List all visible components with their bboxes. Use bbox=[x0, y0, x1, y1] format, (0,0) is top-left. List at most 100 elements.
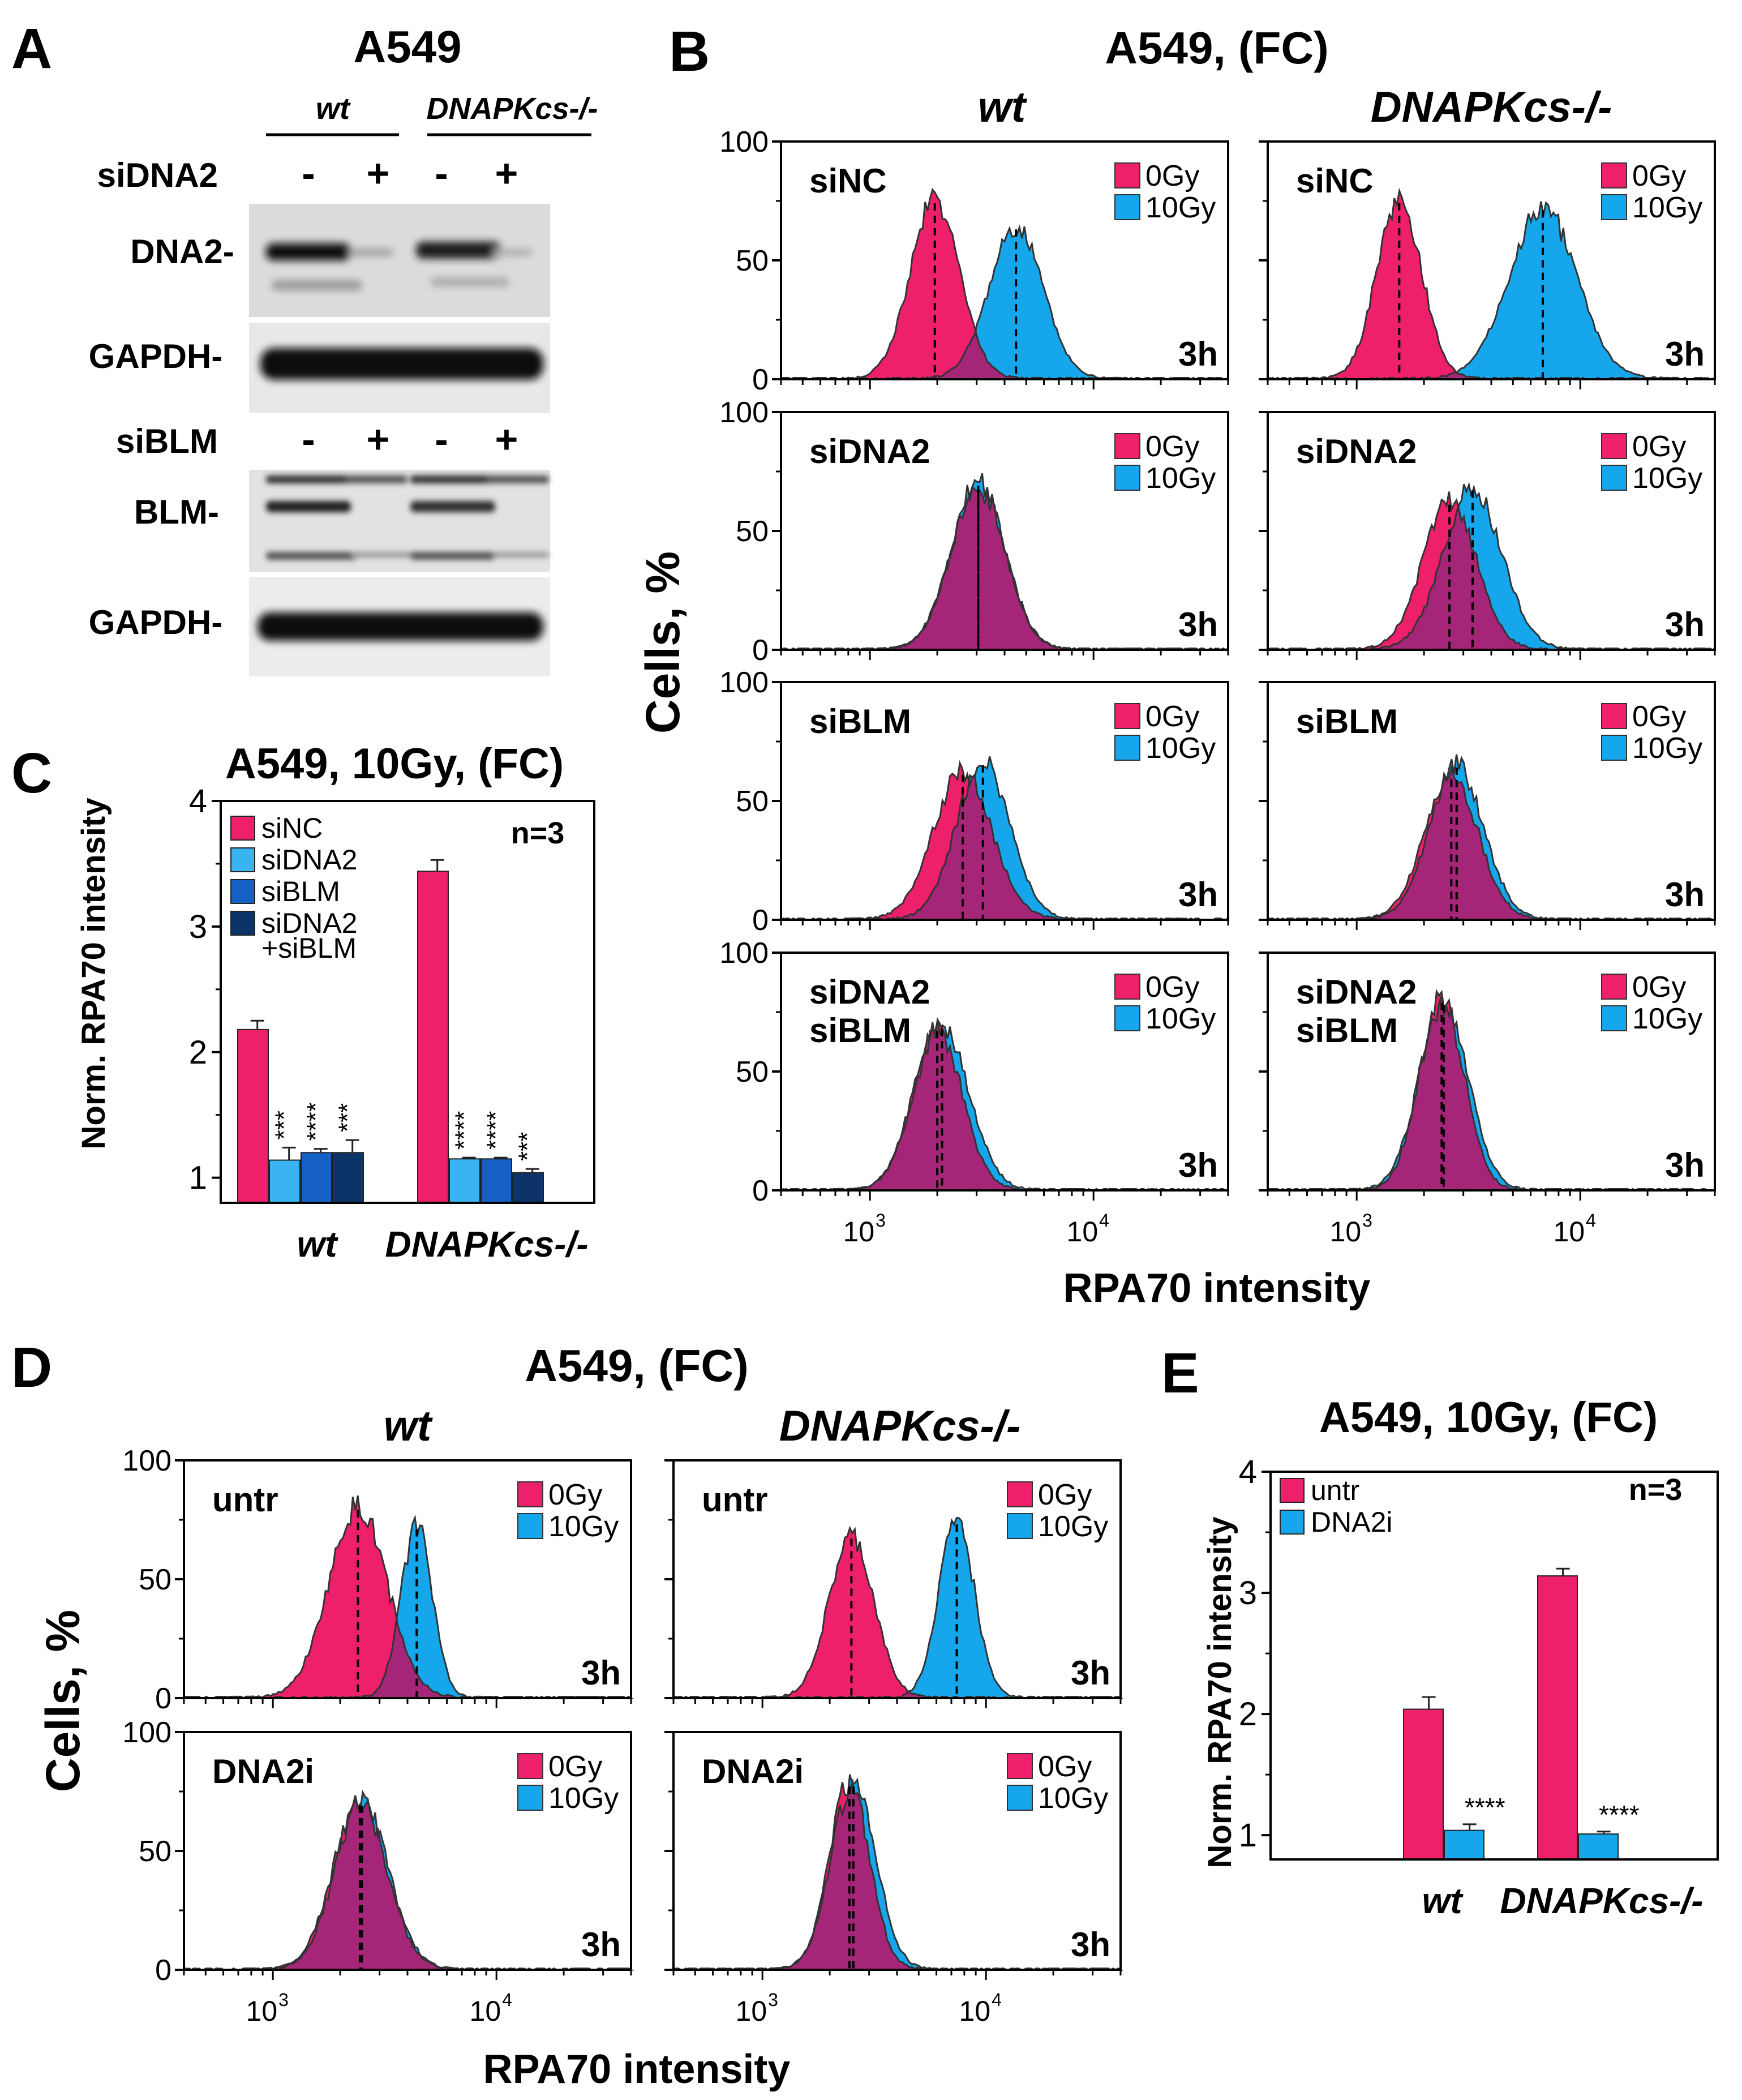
legend-10gy-swatch bbox=[1601, 1005, 1627, 1031]
y-tick-label: 1 bbox=[1239, 1817, 1257, 1854]
panel-d-title: A549, (FC) bbox=[525, 1340, 749, 1391]
y-tick-label: 50 bbox=[736, 785, 769, 818]
series-0gy-area bbox=[1268, 191, 1715, 379]
bar-DNA2i-1 bbox=[1578, 1833, 1619, 1860]
y-tick-label: 0 bbox=[155, 1954, 171, 1987]
legend-10gy-label: 10Gy bbox=[548, 1782, 619, 1815]
significance-label: *** bbox=[333, 1103, 361, 1132]
legend-label: DNA2i bbox=[1311, 1506, 1392, 1538]
bar-siNC-0 bbox=[237, 1028, 269, 1203]
y-tick-label: 100 bbox=[719, 937, 769, 970]
plot-frame bbox=[1269, 1471, 1719, 1861]
series-0gy-area bbox=[673, 1528, 1121, 1698]
bar-untr-0 bbox=[1403, 1708, 1444, 1860]
legend-label: untr bbox=[1311, 1475, 1359, 1506]
bar-siBLM-0 bbox=[301, 1152, 332, 1203]
category-label: DNAPKcs-/- bbox=[385, 1224, 588, 1265]
bar-siNC-1 bbox=[417, 871, 449, 1203]
treatment-label: siDNA2 bbox=[1296, 432, 1417, 470]
panel-b-xlabel: RPA70 intensity bbox=[1063, 1266, 1371, 1311]
time-label: 3h bbox=[1178, 1146, 1218, 1184]
panel-c-bar-chart: A549, 10Gy, (FC) Norm. RPA70 intensity n… bbox=[75, 740, 595, 1265]
legend-0gy-label: 0Gy bbox=[1038, 1750, 1092, 1783]
significance-label: *** bbox=[513, 1132, 541, 1161]
blot2-sign-2: + bbox=[367, 417, 390, 461]
significance-label: **** bbox=[482, 1111, 509, 1150]
time-label: 3h bbox=[1071, 1654, 1110, 1692]
legend-0gy-swatch bbox=[517, 1481, 543, 1507]
legend-0gy-swatch bbox=[1114, 433, 1140, 459]
legend-0gy-label: 0Gy bbox=[1145, 430, 1199, 463]
treatment-label: siNC bbox=[809, 162, 887, 200]
y-tick-label: 50 bbox=[139, 1835, 171, 1868]
blot1-target-bands bbox=[266, 242, 532, 290]
panel-d-xlabel: RPA70 intensity bbox=[483, 2047, 791, 2092]
time-label: 3h bbox=[581, 1654, 621, 1692]
series-overlap-area bbox=[673, 1528, 1121, 1698]
treatment-label: siBLM bbox=[1296, 702, 1398, 740]
x-tick-exponent: 4 bbox=[502, 1990, 512, 2010]
legend-0gy-swatch bbox=[1114, 703, 1140, 729]
series-0gy-outline bbox=[672, 1525, 1124, 1699]
blot1-sign-3: - bbox=[435, 151, 448, 195]
panel-letter-a: A bbox=[11, 17, 52, 80]
blot2-sign-4: + bbox=[495, 417, 518, 461]
treatment-label: untr bbox=[212, 1481, 278, 1519]
panel-d-col-title-wt: wt bbox=[384, 1402, 433, 1450]
legend-10gy-swatch bbox=[1007, 1785, 1033, 1811]
blot1-sign-2: + bbox=[367, 151, 390, 195]
legend-label: siBLM bbox=[261, 876, 340, 907]
legend-10gy-label: 10Gy bbox=[548, 1510, 619, 1543]
y-tick-label: 1 bbox=[189, 1160, 207, 1197]
series-overlap-area bbox=[184, 1795, 631, 1970]
legend-10gy-swatch bbox=[1114, 1005, 1140, 1031]
legend-0gy-label: 0Gy bbox=[1145, 971, 1199, 1004]
legend-label: siDNA2 bbox=[261, 844, 357, 876]
legend-0gy-label: 0Gy bbox=[1038, 1478, 1092, 1511]
legend-0gy-swatch bbox=[1007, 1753, 1033, 1779]
legend-0gy-label: 0Gy bbox=[1145, 160, 1199, 192]
treatment-label: DNA2i bbox=[212, 1752, 314, 1790]
legend-10gy-label: 10Gy bbox=[1632, 1002, 1702, 1035]
x-tick-label: 10 bbox=[246, 1995, 278, 2027]
panel-letter-b: B bbox=[669, 20, 710, 83]
bar-untr-1 bbox=[1537, 1575, 1578, 1860]
treatment-label: siNC bbox=[1296, 162, 1374, 200]
panel-d-col-title-dnapkcs: DNAPKcs-/- bbox=[779, 1402, 1021, 1450]
legend-10gy-swatch bbox=[1601, 735, 1627, 761]
time-label: 3h bbox=[1665, 606, 1705, 644]
panel-e-annotation: n=3 bbox=[1629, 1473, 1683, 1507]
legend-label: siDNA2 bbox=[261, 907, 357, 939]
category-label: DNAPKcs-/- bbox=[1500, 1880, 1703, 1921]
x-tick-label: 10 bbox=[843, 1216, 875, 1248]
legend-swatch bbox=[230, 911, 255, 936]
y-tick-label: 100 bbox=[122, 1716, 171, 1749]
bar-siBLM-1 bbox=[480, 1158, 512, 1203]
y-tick-label: 3 bbox=[189, 908, 207, 945]
x-tick-exponent: 4 bbox=[992, 1990, 1002, 2010]
panel-letter-e: E bbox=[1161, 1342, 1199, 1405]
y-tick-label: 0 bbox=[752, 634, 769, 667]
bar-DNA2i-0 bbox=[1444, 1829, 1484, 1860]
legend-swatch bbox=[230, 816, 255, 841]
legend-swatch bbox=[230, 847, 255, 872]
x-tick-label: 10 bbox=[1554, 1216, 1585, 1248]
legend-0gy-label: 0Gy bbox=[548, 1750, 602, 1783]
legend-10gy-label: 10Gy bbox=[1632, 462, 1702, 495]
blot2-treatment-label: siBLM bbox=[116, 422, 218, 460]
blot1-target-label: DNA2- bbox=[130, 233, 234, 271]
legend-swatch bbox=[1280, 1510, 1305, 1535]
y-tick-label: 0 bbox=[752, 363, 769, 396]
treatment-label: siBLM bbox=[1296, 1012, 1398, 1049]
legend-10gy-swatch bbox=[517, 1513, 543, 1539]
treatment-label: siBLM bbox=[809, 1012, 911, 1049]
x-tick-exponent: 3 bbox=[876, 1210, 886, 1231]
legend-10gy-label: 10Gy bbox=[1632, 191, 1702, 224]
bar-siDNA2-0 bbox=[269, 1159, 301, 1203]
y-tick-label: 100 bbox=[719, 126, 769, 158]
